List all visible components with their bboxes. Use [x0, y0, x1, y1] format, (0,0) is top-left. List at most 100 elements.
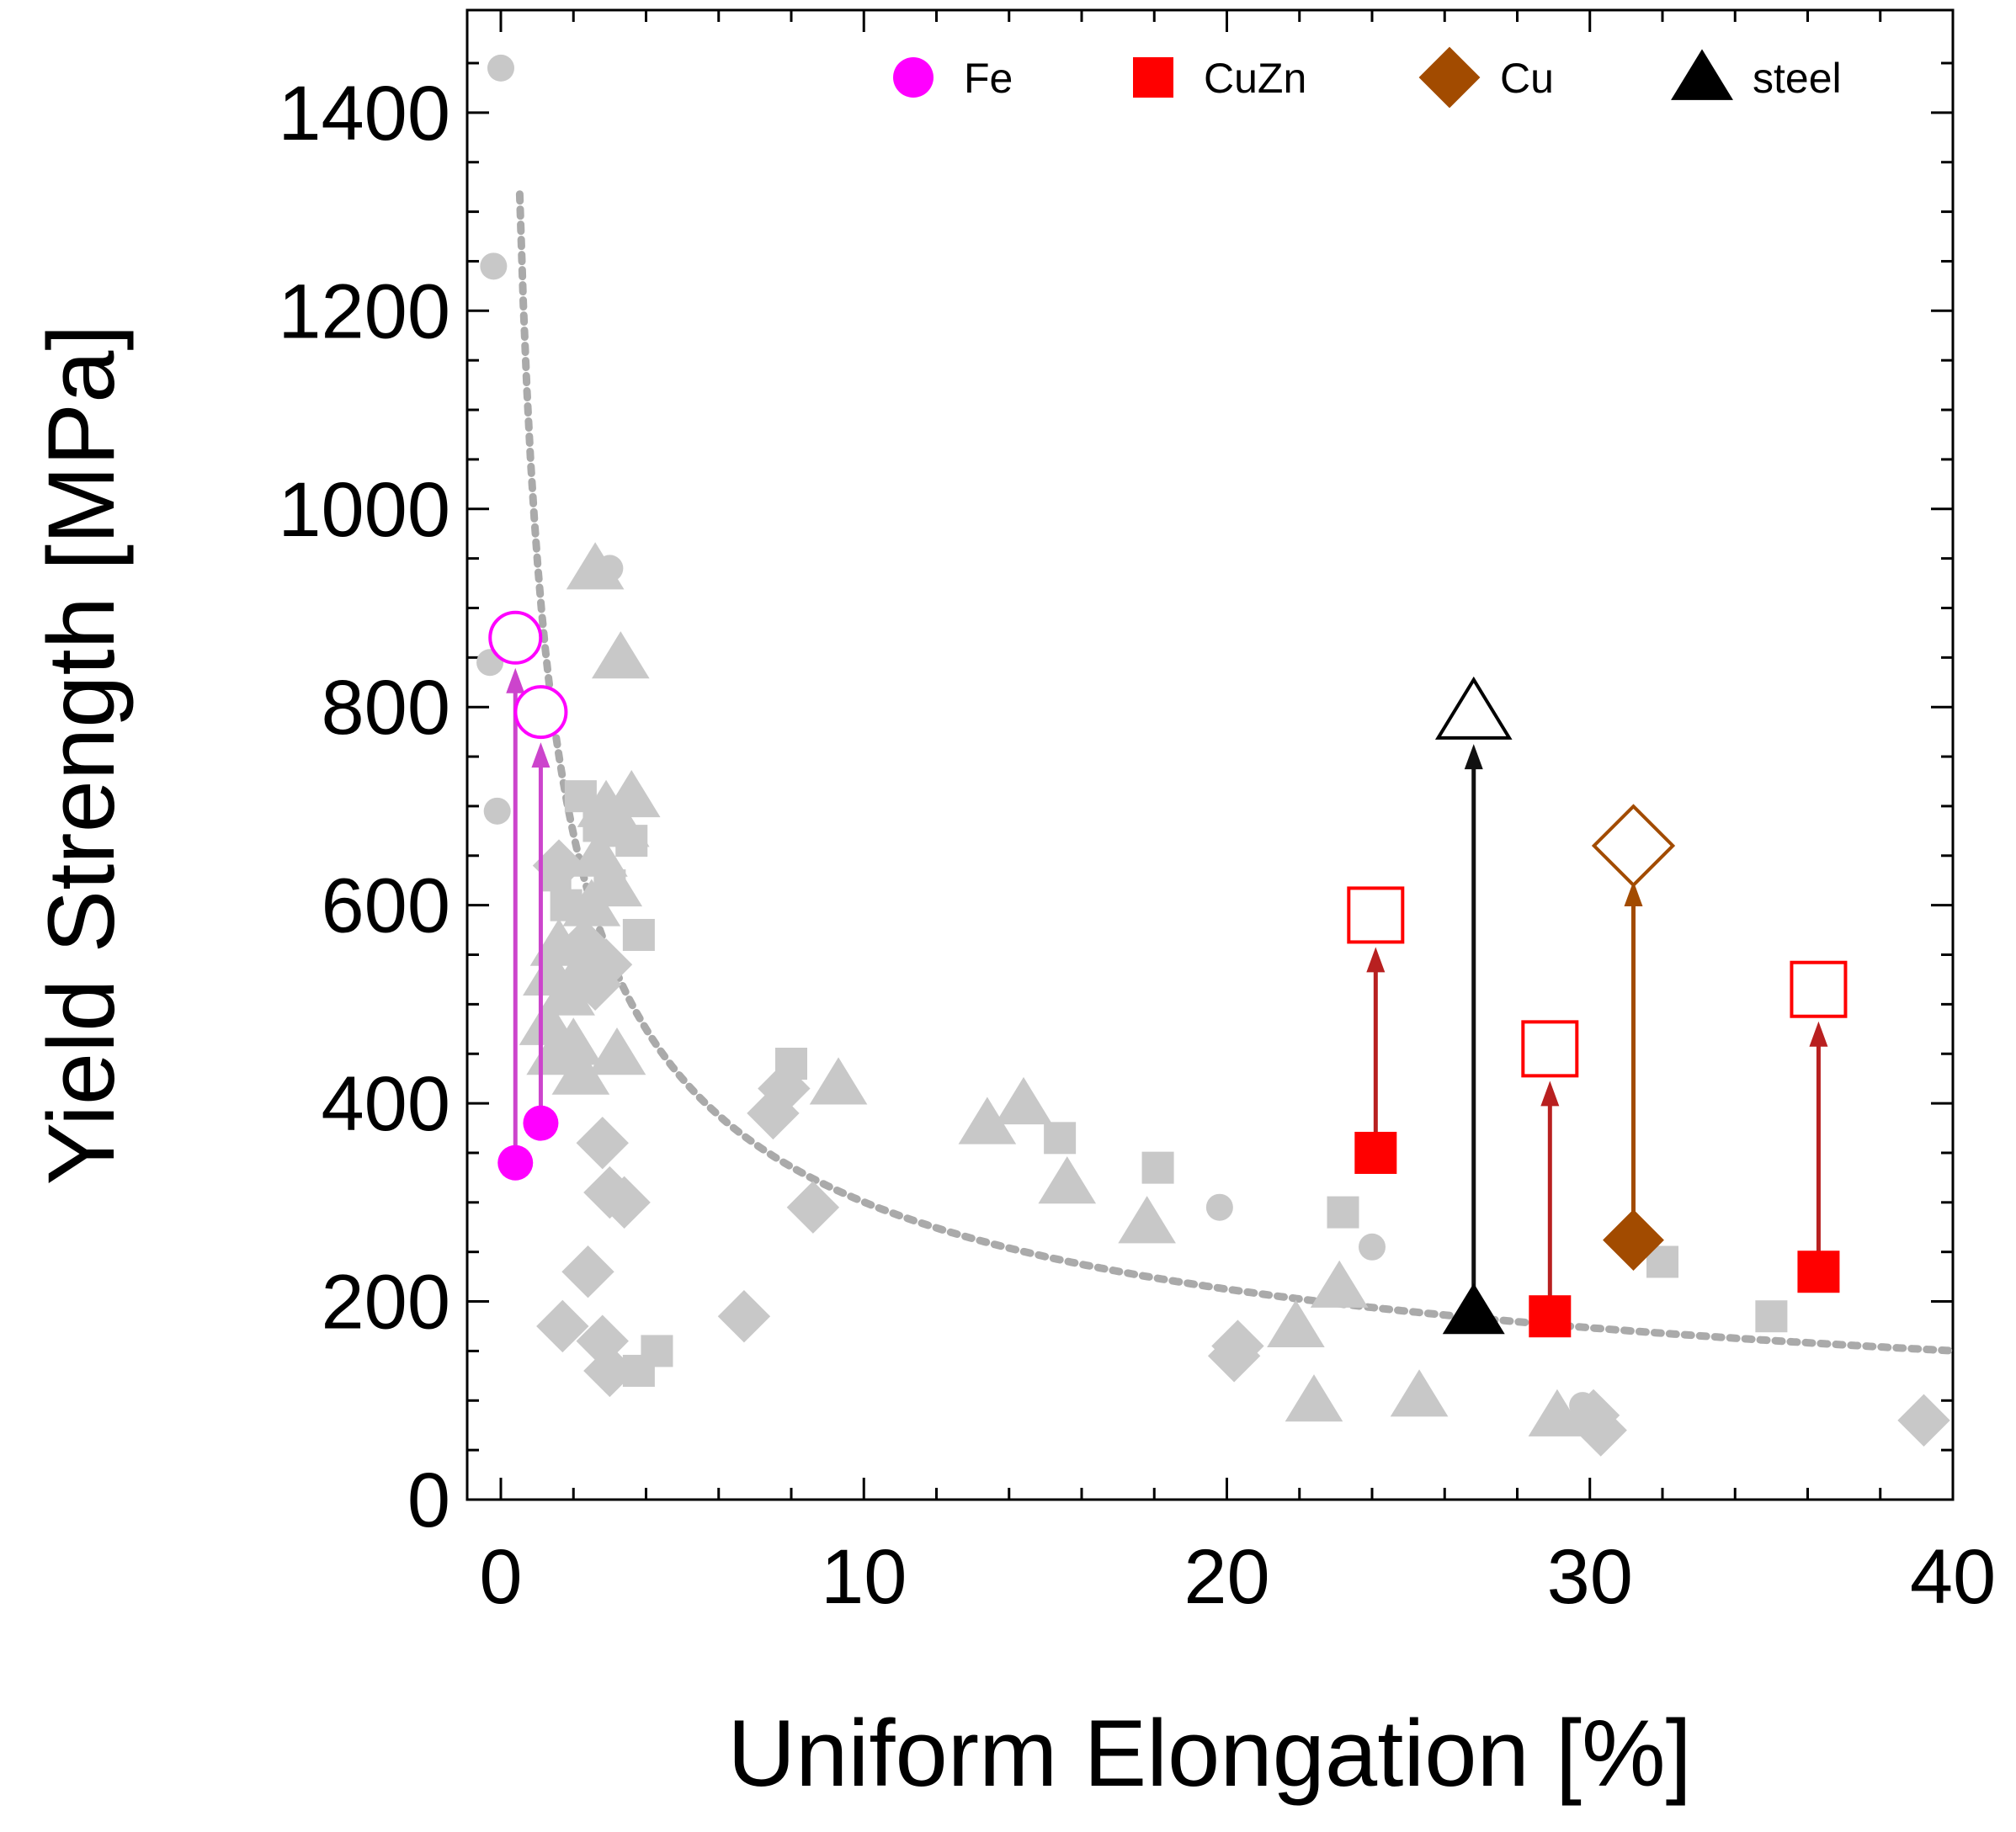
- strength-increase-arrows: [506, 667, 1828, 1317]
- cuzn-after-point: [1790, 960, 1848, 1018]
- background-triangle-point: [591, 631, 650, 679]
- steel-before-point: [1442, 1282, 1505, 1335]
- cuzn-before-point: [1354, 1131, 1397, 1174]
- x-tick-label: 40: [1910, 1534, 1996, 1620]
- legend-steel-label: steel: [1753, 55, 1842, 102]
- trend-curve: [515, 190, 1957, 1355]
- cuzn-arrow-head: [1540, 1081, 1560, 1107]
- background-square-point: [1327, 1196, 1359, 1229]
- series-points: [488, 610, 1848, 1338]
- plot-frame: [465, 8, 1955, 1501]
- background-triangle-point: [994, 1076, 1053, 1125]
- background-triangle-point: [602, 769, 661, 818]
- fe-arrow-head: [531, 742, 551, 768]
- cuzn-arrow-head: [1809, 1021, 1828, 1047]
- background-square-point: [622, 918, 655, 951]
- legend-fe-label: Fe: [964, 55, 1013, 102]
- background-triangle-point: [551, 1047, 610, 1095]
- y-tick-label: 200: [322, 1260, 451, 1346]
- background-square-point: [1141, 1151, 1174, 1184]
- background-diamond-point: [583, 1344, 636, 1398]
- background-diamond-point: [1207, 1330, 1261, 1383]
- fe-before-point: [497, 1144, 534, 1181]
- background-triangle-point: [537, 968, 595, 1016]
- fe-after-point: [488, 610, 543, 665]
- cu-before-point: [1603, 1209, 1664, 1271]
- background-diamond-point: [598, 1176, 651, 1229]
- background-triangle-point: [1285, 1374, 1343, 1422]
- y-tick-label: 600: [322, 863, 451, 949]
- fe-arrow-head: [506, 667, 525, 693]
- cuzn-before-point: [1797, 1251, 1840, 1293]
- background-points: [476, 54, 1950, 1457]
- y-tick-label: 800: [322, 665, 451, 751]
- background-circle-point: [480, 252, 508, 280]
- background-triangle-point: [1118, 1196, 1176, 1244]
- steel-after-point: [1434, 676, 1513, 740]
- background-triangle-point: [1528, 1389, 1587, 1436]
- background-diamond-point: [1567, 1389, 1620, 1442]
- y-axis-title: Yield Strength [MPa]: [29, 324, 134, 1185]
- background-diamond-point: [758, 1062, 811, 1115]
- background-diamond-point: [536, 1299, 589, 1353]
- background-triangle-point: [958, 1097, 1017, 1144]
- background-diamond-point: [576, 1116, 629, 1170]
- cu-arrow-head: [1624, 881, 1643, 907]
- x-tick-label: 0: [479, 1534, 522, 1620]
- cu-after-point: [1591, 804, 1676, 888]
- cuzn-before-point: [1529, 1295, 1572, 1338]
- background-diamond-point: [1897, 1394, 1950, 1447]
- background-square-point: [1044, 1122, 1077, 1155]
- trend-curve-group: [515, 190, 1957, 1355]
- background-diamond-point: [561, 1245, 614, 1298]
- x-tick-label: 10: [821, 1534, 907, 1620]
- background-triangle-point: [1310, 1260, 1369, 1308]
- background-triangle-point: [1390, 1369, 1449, 1417]
- legend-cuzn-marker: [1133, 57, 1173, 98]
- y-tick-label: 1200: [278, 268, 450, 354]
- background-diamond-point: [786, 1181, 840, 1234]
- x-tick-label: 30: [1547, 1534, 1633, 1620]
- legend-fe-marker: [893, 57, 934, 98]
- background-triangle-point: [591, 799, 650, 847]
- y-tick-label: 0: [407, 1458, 450, 1543]
- background-triangle-point: [555, 938, 614, 986]
- background-triangle-point: [1038, 1156, 1097, 1204]
- x-axis-title: Uniform Elongation [%]: [727, 1701, 1691, 1806]
- plot-area: [465, 8, 1955, 1501]
- background-circle-point: [1359, 1233, 1386, 1261]
- y-tick-label: 1000: [278, 467, 450, 553]
- cuzn-arrow-head: [1366, 947, 1386, 973]
- y-tick-label: 400: [322, 1061, 451, 1147]
- cuzn-after-point: [1347, 886, 1405, 944]
- background-square-point: [1755, 1300, 1788, 1333]
- cuzn-after-point: [1521, 1020, 1579, 1078]
- background-circle-point: [483, 797, 511, 825]
- background-triangle-point: [584, 858, 643, 907]
- legend-cu-label: Cu: [1500, 55, 1554, 102]
- background-triangle-point: [544, 1017, 603, 1065]
- background-circle-point: [487, 54, 514, 82]
- fe-before-point: [523, 1105, 559, 1141]
- background-circle-point: [1205, 1193, 1233, 1221]
- background-triangle-point: [809, 1057, 868, 1105]
- background-triangle-point: [1267, 1299, 1325, 1347]
- steel-arrow-head: [1464, 744, 1483, 770]
- fe-after-point: [513, 685, 568, 740]
- background-diamond-point: [532, 839, 586, 892]
- legend-cuzn-label: CuZn: [1204, 55, 1306, 102]
- background-triangle-point: [566, 542, 625, 590]
- legend-steel-marker: [1671, 49, 1733, 100]
- background-triangle-point: [588, 1028, 646, 1075]
- background-triangle-point: [519, 997, 577, 1045]
- y-tick-label: 1400: [278, 71, 450, 157]
- axis-ticks: [467, 10, 1955, 1501]
- legend: Fe CuZn Cu steel: [893, 46, 1842, 109]
- legend-cu-marker: [1418, 46, 1481, 109]
- background-diamond-point: [717, 1290, 771, 1343]
- background-triangle-point: [529, 918, 588, 966]
- background-diamond-point: [576, 1314, 629, 1367]
- x-tick-label: 20: [1184, 1534, 1269, 1620]
